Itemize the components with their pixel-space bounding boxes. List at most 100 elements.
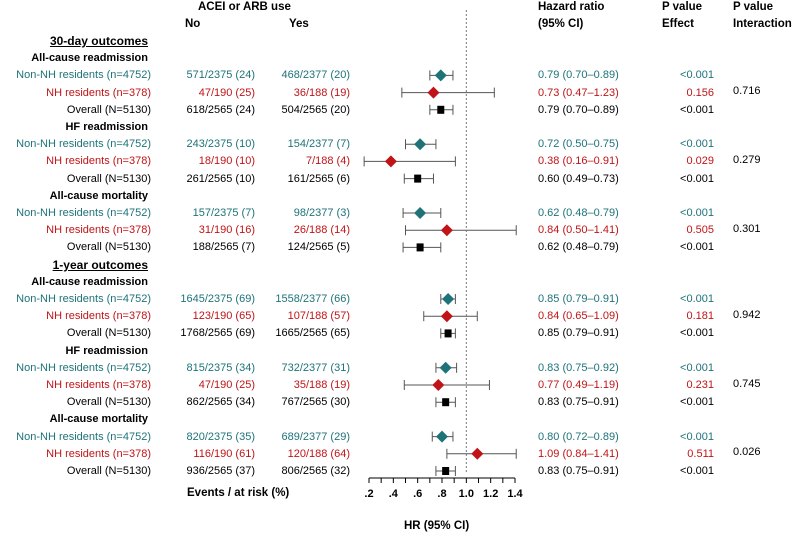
x-tick-label: 1.4	[507, 488, 523, 500]
events-no: 618/2565 (24)	[186, 103, 256, 116]
p-value-interaction: 0.716	[733, 85, 761, 98]
p-value-effect: 0.231	[686, 379, 714, 391]
events-yes: 732/2377 (31)	[281, 361, 351, 374]
events-no: 820/2375 (35)	[186, 430, 256, 443]
point-estimate-square	[437, 105, 445, 114]
hazard-ratio-value: 0.38 (0.16–0.91)	[538, 155, 619, 168]
row-label: Non-NH residents (n=4752)	[16, 138, 151, 151]
header-p-interaction-sub: Interaction	[733, 18, 792, 30]
events-no: 123/190 (65)	[192, 310, 255, 323]
row-label: Overall (N=5130)	[66, 103, 151, 116]
hazard-ratio-value: 0.85 (0.79–0.91)	[538, 327, 619, 340]
point-estimate-square	[442, 467, 450, 475]
point-estimate-diamond	[384, 155, 397, 168]
events-no: 18/190 (10)	[198, 155, 255, 168]
hazard-ratio-value: 0.60 (0.49–0.73)	[538, 172, 619, 185]
outcome-title: All-cause readmission	[31, 275, 148, 288]
events-yes: 7/188 (4)	[305, 155, 350, 168]
events-yes: 689/2377 (29)	[281, 430, 351, 443]
hazard-ratio-value: 0.80 (0.72–0.89)	[538, 430, 619, 443]
point-estimate-diamond	[414, 138, 427, 151]
p-value-effect: 0.511	[687, 447, 714, 460]
row-label: NH residents (n=378)	[46, 447, 151, 460]
p-value-effect: <0.001	[680, 138, 714, 151]
axis-title: HR (95% CI)	[404, 520, 470, 532]
events-yes: 120/188 (64)	[287, 447, 350, 460]
hazard-ratio-value: 0.85 (0.79–0.91)	[538, 293, 619, 305]
row-label: NH residents (n=378)	[46, 310, 151, 323]
x-tick-label: .2	[364, 488, 373, 500]
point-estimate-diamond	[440, 310, 453, 323]
point-estimate-diamond	[436, 430, 448, 443]
row-label: Overall (N=5130)	[66, 241, 151, 254]
x-tick-label: 1.2	[483, 488, 498, 500]
hazard-ratio-value: 0.83 (0.75–0.92)	[538, 361, 619, 374]
events-no: 31/190 (16)	[198, 224, 255, 237]
row-label: Overall (N=5130)	[66, 172, 151, 185]
p-value-effect: <0.001	[680, 241, 714, 254]
row-label: Non-NH residents (n=4752)	[16, 69, 151, 82]
hazard-ratio-value: 0.79 (0.70–0.89)	[538, 103, 619, 116]
events-yes: 107/188 (57)	[287, 310, 350, 323]
events-yes: 806/2565 (32)	[281, 465, 351, 477]
p-value-effect: <0.001	[680, 69, 714, 82]
row-label: NH residents (n=378)	[46, 155, 151, 168]
events-no: 243/2375 (10)	[186, 138, 256, 151]
events-yes: 767/2565 (30)	[281, 396, 351, 409]
header-hazard-ratio-ci: (95% CI)	[538, 18, 584, 30]
p-value-effect: <0.001	[680, 172, 714, 185]
p-value-effect: <0.001	[680, 430, 714, 443]
row-label: Non-NH residents (n=4752)	[16, 361, 151, 374]
p-value-effect: <0.001	[680, 465, 714, 477]
outcome-title: All-cause mortality	[49, 413, 148, 426]
point-estimate-diamond	[427, 86, 440, 99]
events-at-risk-label: Events / at risk (%)	[187, 487, 290, 499]
events-yes: 98/2377 (3)	[293, 207, 350, 219]
hazard-ratio-value: 0.73 (0.47–1.23)	[538, 86, 619, 99]
events-yes: 36/188 (19)	[293, 86, 350, 99]
hazard-ratio-value: 0.84 (0.65–1.09)	[538, 310, 619, 323]
hazard-ratio-value: 0.62 (0.48–0.79)	[538, 241, 619, 254]
row-label: Non-NH residents (n=4752)	[16, 430, 151, 443]
p-value-effect: 0.029	[686, 155, 714, 168]
point-estimate-square	[444, 329, 452, 338]
p-value-interaction: 0.279	[733, 154, 761, 166]
p-value-interaction: 0.942	[733, 308, 761, 321]
row-label: Overall (N=5130)	[66, 396, 151, 409]
events-no: 862/2565 (34)	[186, 396, 256, 409]
p-value-effect: <0.001	[680, 103, 714, 116]
point-estimate-diamond	[439, 361, 452, 374]
header-acei-arb-use: ACEI or ARB use	[198, 1, 291, 13]
header-p-effect: P value	[662, 1, 703, 13]
point-estimate-square	[442, 398, 450, 407]
events-no: 1768/2565 (69)	[180, 327, 255, 340]
events-no: 116/190 (61)	[193, 447, 255, 460]
x-tick-label: .4	[389, 488, 399, 500]
p-value-effect: <0.001	[680, 207, 714, 219]
p-value-effect: <0.001	[680, 327, 714, 340]
row-label: Non-NH residents (n=4752)	[16, 293, 151, 305]
point-estimate-square	[416, 243, 424, 252]
hazard-ratio-value: 0.84 (0.50–1.41)	[538, 224, 619, 237]
outcome-title: HF readmission	[65, 121, 148, 133]
point-estimate-diamond	[442, 293, 455, 305]
events-yes: 161/2565 (6)	[287, 172, 350, 185]
hazard-ratio-value: 0.77 (0.49–1.19)	[538, 379, 619, 391]
point-estimate-diamond	[434, 69, 447, 82]
point-estimate-diamond	[440, 224, 453, 237]
p-value-effect: 0.505	[686, 224, 714, 237]
point-estimate-diamond	[432, 379, 445, 391]
events-yes: 35/188 (19)	[293, 379, 350, 391]
events-no: 261/2565 (10)	[186, 172, 256, 185]
row-label: NH residents (n=378)	[46, 86, 151, 99]
p-value-effect: <0.001	[680, 361, 714, 374]
events-no: 47/190 (25)	[198, 86, 255, 99]
p-value-effect: 0.181	[686, 310, 714, 323]
events-yes: 26/188 (14)	[293, 224, 350, 237]
events-yes: 468/2377 (20)	[281, 69, 351, 82]
row-label: Non-NH residents (n=4752)	[16, 207, 151, 219]
hazard-ratio-value: 1.09 (0.84–1.41)	[538, 447, 619, 460]
events-no: 936/2565 (37)	[186, 465, 256, 477]
events-no: 157/2375 (7)	[192, 207, 255, 219]
header-p-effect-sub: Effect	[662, 18, 694, 30]
